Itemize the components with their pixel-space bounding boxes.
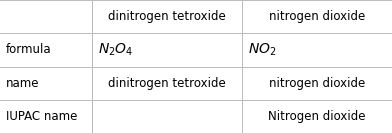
Text: Nitrogen dioxide: Nitrogen dioxide bbox=[269, 110, 366, 123]
Text: dinitrogen tetroxide: dinitrogen tetroxide bbox=[108, 10, 226, 23]
Text: IUPAC name: IUPAC name bbox=[6, 110, 77, 123]
Text: name: name bbox=[6, 77, 39, 90]
Text: nitrogen dioxide: nitrogen dioxide bbox=[269, 10, 365, 23]
Text: $N_2O_4$: $N_2O_4$ bbox=[98, 42, 133, 58]
Text: dinitrogen tetroxide: dinitrogen tetroxide bbox=[108, 77, 226, 90]
Text: formula: formula bbox=[6, 43, 51, 56]
Text: nitrogen dioxide: nitrogen dioxide bbox=[269, 77, 365, 90]
Text: $NO_2$: $NO_2$ bbox=[248, 42, 277, 58]
